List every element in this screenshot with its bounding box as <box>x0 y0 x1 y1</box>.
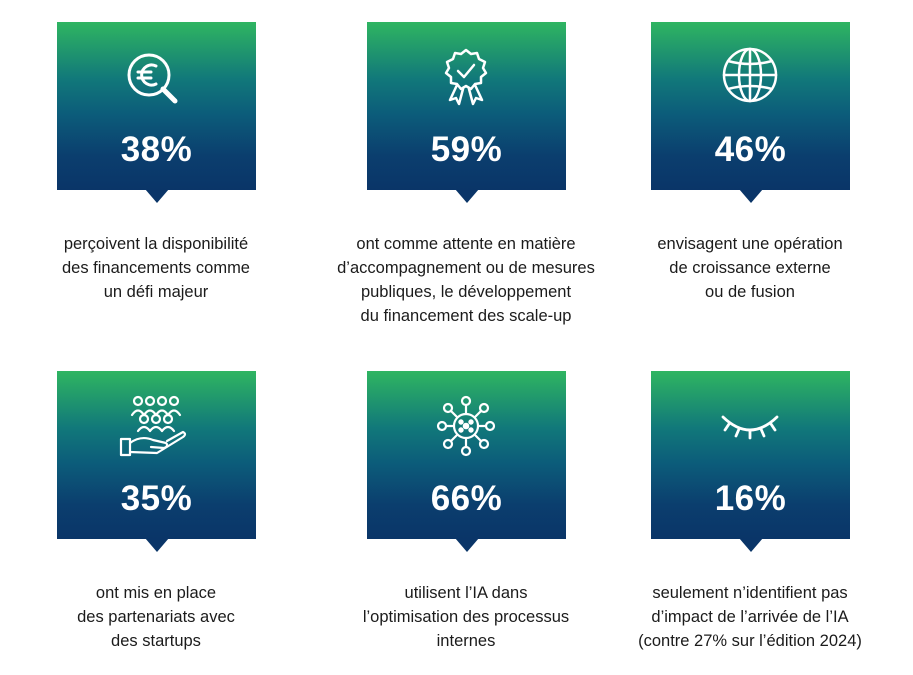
stat-value: 46% <box>714 130 787 169</box>
stat-value: 38% <box>120 130 193 169</box>
closed-eye-icon <box>705 391 795 461</box>
description-line: ont mis en place <box>95 584 217 602</box>
stat-value: 66% <box>430 479 503 518</box>
stat-tile <box>651 371 850 539</box>
description-line: internes <box>436 632 496 650</box>
description-line: d’impact de l’arrivée de l’IA <box>651 608 849 626</box>
description-line: un défi majeur <box>103 283 209 301</box>
euro-magnifier-icon <box>111 42 201 112</box>
description-line: ont comme attente en matière <box>356 235 576 253</box>
tile-pointer <box>739 189 763 203</box>
stat-description: ont comme attente en matière d’accompagn… <box>310 232 622 328</box>
description-line: publiques, le développement <box>360 283 572 301</box>
tile-pointer <box>455 189 479 203</box>
description-line: d’accompagnement ou de mesures <box>337 259 595 277</box>
stat-description: utilisent l’IA dans l’optimisation des p… <box>310 581 622 653</box>
stat-description: perçoivent la disponibilité des financem… <box>0 232 312 304</box>
award-ribbon-icon <box>421 42 511 112</box>
stat-tile <box>57 371 256 539</box>
stat-description: seulement n’identifient pas d’impact de … <box>594 581 906 653</box>
network-hub-icon <box>421 391 511 461</box>
description-line: utilisent l’IA dans <box>404 584 528 602</box>
tile-pointer <box>145 538 169 552</box>
stat-value: 35% <box>120 479 193 518</box>
tile-pointer <box>455 538 479 552</box>
stat-description: ont mis en place des partenariats avec d… <box>0 581 312 653</box>
description-line: de croissance externe <box>669 259 831 277</box>
tile-pointer <box>739 538 763 552</box>
people-on-hand-icon <box>111 391 201 461</box>
description-line: des partenariats avec <box>77 608 235 626</box>
description-line: des startups <box>111 632 201 650</box>
description-line: des financements comme <box>61 259 250 277</box>
stat-description: envisagent une opération de croissance e… <box>594 232 906 304</box>
stat-value: 16% <box>714 479 787 518</box>
description-line: (contre 27% sur l’édition 2024) <box>638 632 862 650</box>
stat-tile <box>57 22 256 190</box>
description-line: ou de fusion <box>705 283 795 301</box>
globe-icon <box>705 42 795 112</box>
description-line: du financement des scale-up <box>360 307 572 325</box>
description-line: seulement n’identifient pas <box>652 584 848 602</box>
description-line: perçoivent la disponibilité <box>63 235 249 253</box>
stat-value: 59% <box>430 130 503 169</box>
description-line: l’optimisation des processus <box>362 608 570 626</box>
tile-pointer <box>145 189 169 203</box>
description-line: envisagent une opération <box>657 235 843 253</box>
